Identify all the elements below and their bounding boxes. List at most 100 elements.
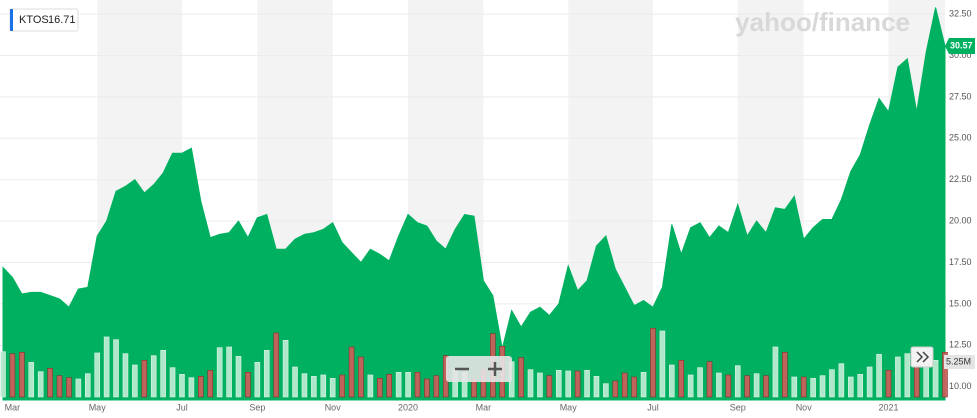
volume-bar xyxy=(0,351,6,398)
volume-bar xyxy=(386,374,393,398)
volume-bar xyxy=(235,355,242,398)
volume-bar xyxy=(132,364,138,398)
volume-bar xyxy=(245,372,251,398)
volume-bar xyxy=(56,375,63,398)
volume-bar xyxy=(866,366,873,398)
volume-bar xyxy=(603,383,609,398)
volume-bar xyxy=(621,372,628,398)
volume-bar xyxy=(94,352,100,398)
volume-bar xyxy=(141,360,148,398)
volume-bar xyxy=(179,374,185,398)
y-tick-label: 27.50 xyxy=(949,91,972,101)
volume-bar xyxy=(744,375,750,398)
ticker-marker xyxy=(10,9,13,31)
volume-bar xyxy=(706,361,713,398)
volume-bar xyxy=(678,360,685,398)
scroll-right[interactable] xyxy=(910,346,934,368)
volume-bar xyxy=(725,374,732,398)
volume-bar xyxy=(358,356,364,398)
volume-bar xyxy=(687,374,694,398)
y-tick-label: 22.50 xyxy=(949,174,972,184)
volume-bar xyxy=(904,353,911,398)
volume-bar xyxy=(659,330,666,398)
x-tick-label: Mar xyxy=(476,402,492,412)
volume-bar xyxy=(226,346,232,398)
volume-bar xyxy=(565,370,572,398)
volume-bar xyxy=(518,357,524,398)
x-tick-label: Mar xyxy=(5,402,21,412)
last-price-tag xyxy=(945,38,975,55)
volume-bar xyxy=(207,370,214,398)
volume-bar xyxy=(19,351,25,398)
watermark: yahoo/finance xyxy=(735,7,910,37)
volume-bar xyxy=(216,347,223,398)
volume-bar xyxy=(885,370,892,398)
volume-bar xyxy=(103,336,110,398)
volume-tick-box xyxy=(944,354,975,369)
y-tick-label: 30.00 xyxy=(949,50,972,60)
volume-bar xyxy=(810,378,816,398)
zoom-controls xyxy=(446,356,512,382)
volume-bar xyxy=(433,375,440,398)
volume-bar xyxy=(198,376,204,398)
volume-bar xyxy=(555,370,562,398)
zoom-in[interactable] xyxy=(488,362,502,376)
volume-bar xyxy=(847,376,854,398)
volume-bar xyxy=(47,368,53,398)
ticker-label: KTOS 16.71 xyxy=(9,8,79,32)
volume-bar xyxy=(838,363,845,398)
x-tick-label: Nov xyxy=(325,402,342,412)
x-tick-label: May xyxy=(89,402,107,412)
y-tick-label: 32.50 xyxy=(949,8,972,18)
volume-bar xyxy=(160,349,166,398)
volume-bar xyxy=(66,377,72,398)
volume-bar xyxy=(320,374,327,398)
volume-bar xyxy=(37,371,44,398)
volume-bar xyxy=(348,346,355,398)
x-tick-label: Jul xyxy=(176,402,188,412)
volume-bar xyxy=(150,355,157,398)
volume-bar xyxy=(282,339,289,398)
volume-bar xyxy=(546,375,553,398)
x-tick-label: May xyxy=(560,402,578,412)
volume-bar xyxy=(791,376,798,398)
volume-bar xyxy=(122,353,129,398)
volume-bar xyxy=(292,366,298,398)
volume-bar xyxy=(829,369,835,398)
volume-bar xyxy=(273,332,279,398)
volume-bar xyxy=(857,374,864,398)
ticker-symbol: KTOS xyxy=(19,14,49,26)
volume-bar xyxy=(876,353,882,398)
volume-bar xyxy=(527,369,534,398)
last-price-label: 30.57 xyxy=(950,40,973,50)
volume-bar xyxy=(584,370,590,398)
volume-bar xyxy=(650,327,656,398)
volume-bar xyxy=(188,377,195,398)
volume-bar xyxy=(669,364,675,398)
x-tick-label: 2021 xyxy=(878,402,898,412)
volume-bar xyxy=(28,362,35,398)
volume-bar xyxy=(612,380,619,398)
volume-bar xyxy=(782,351,788,398)
volume-bar xyxy=(932,360,939,398)
price-area xyxy=(2,7,946,401)
volume-tick-label: 5.25M xyxy=(946,356,971,366)
volume-bar xyxy=(376,378,383,398)
x-tick-label: Sep xyxy=(730,402,746,412)
volume-bar xyxy=(697,367,703,398)
volume-bar xyxy=(9,353,16,398)
volume-bar xyxy=(263,349,270,398)
volume-bar xyxy=(734,365,741,398)
y-tick-label: 12.50 xyxy=(949,340,972,350)
volume-bar xyxy=(763,375,769,398)
volume-bar xyxy=(753,373,760,398)
volume-bar xyxy=(84,373,91,398)
y-tick-label: 15.00 xyxy=(949,298,972,308)
volume-bar xyxy=(640,372,647,398)
volume-bar xyxy=(414,372,421,398)
volume-bar xyxy=(942,351,948,398)
volume-bar xyxy=(923,364,929,398)
volume-bar xyxy=(913,362,920,398)
volume-bar xyxy=(254,362,261,398)
